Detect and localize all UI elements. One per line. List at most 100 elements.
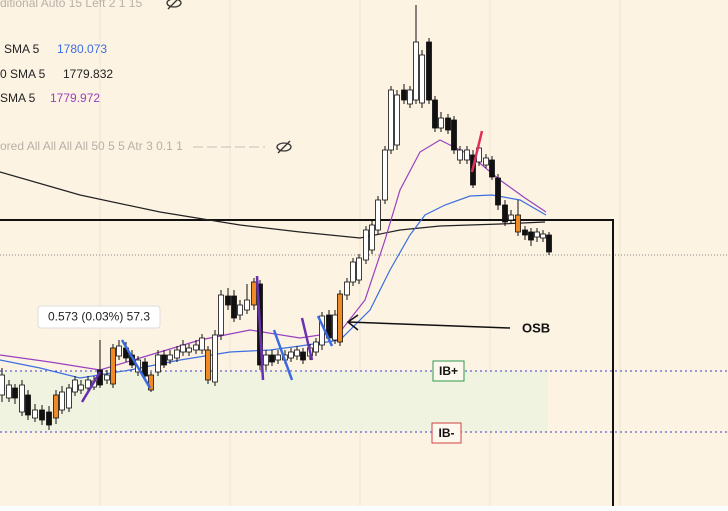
candle-body [522, 229, 528, 236]
candle-body [356, 257, 362, 281]
candle-body [6, 384, 12, 399]
candle-body [413, 41, 419, 101]
candle-body [375, 199, 381, 231]
ma-blue [0, 194, 547, 379]
candle-body [382, 149, 388, 201]
candle-body [12, 387, 18, 399]
candle-body [502, 204, 508, 223]
candle-body [174, 349, 180, 359]
candle-body [534, 231, 540, 238]
candle-body [218, 294, 224, 336]
candle-body [332, 314, 338, 341]
legend-value: 1779.972 [50, 91, 100, 105]
legend-value: 1780.073 [57, 42, 107, 56]
candle-body [212, 334, 218, 383]
candle-body [237, 304, 243, 316]
candle-body [46, 411, 52, 426]
candle-body [288, 351, 294, 359]
legend-label: SMA 5 [0, 91, 36, 105]
candle-body [483, 157, 489, 166]
candle-body [407, 89, 413, 105]
candle-body [363, 229, 369, 261]
candle-body [205, 349, 211, 381]
legend-label: SMA 5 [4, 42, 40, 56]
candle-body [0, 374, 5, 396]
candle-body [313, 341, 319, 353]
candle-body [251, 281, 257, 306]
swing-strokes [80, 130, 484, 403]
candle-body [508, 214, 514, 221]
candle-body [180, 344, 186, 353]
candle-body [85, 379, 91, 389]
candle-body [199, 337, 205, 351]
candle-body [337, 293, 343, 343]
candle-body [350, 261, 356, 283]
legend-value: 1779.832 [63, 67, 113, 81]
candle-body [148, 374, 154, 391]
candle-body [25, 394, 31, 416]
candle-body [294, 349, 300, 357]
candle-body [39, 409, 45, 421]
tooltip: 0.573 (0.03%) 57.3 [48, 310, 150, 324]
candle-body [116, 345, 122, 357]
candle-body [401, 89, 407, 101]
candle-body [53, 394, 59, 419]
candle-body [161, 354, 167, 366]
candle-body [451, 119, 457, 151]
hide-icon [166, 0, 182, 10]
candle-body [515, 214, 521, 233]
candle-body [225, 295, 231, 306]
candle-body [369, 224, 375, 251]
ib-minus-box [431, 422, 462, 444]
candle-body [546, 234, 552, 253]
candle-body [275, 354, 281, 361]
candle-body [142, 361, 148, 377]
osb-label: OSB [522, 320, 550, 335]
legend-line: ored All All All All 50 5 5 Atr 3 0.1 1 [0, 139, 183, 153]
candle-body [32, 409, 38, 419]
candle-body [110, 347, 116, 385]
candle-body [300, 351, 306, 361]
candle-body [394, 94, 400, 146]
candle-body [19, 384, 25, 413]
candle-body [186, 347, 192, 353]
candles [0, 5, 552, 430]
candle-body [269, 354, 275, 363]
candle-body [344, 281, 350, 296]
candle-body [432, 99, 438, 129]
candle-body [438, 117, 444, 129]
candle-body [388, 89, 394, 151]
candle-body [59, 391, 65, 411]
candle-body [419, 54, 425, 104]
ib-minus-label: IB- [439, 426, 455, 440]
candle-body [104, 374, 110, 381]
osb-arrowhead [346, 314, 359, 331]
candle-body [244, 299, 250, 311]
legend-label: 0 SMA 5 [0, 67, 46, 81]
candle-body [263, 354, 269, 366]
candle-body [528, 231, 534, 241]
candle-body [489, 159, 495, 178]
ma-black [0, 171, 546, 239]
tooltip-box [37, 305, 161, 329]
candle-body [426, 41, 432, 101]
candle-body [231, 295, 237, 319]
candle-body [66, 387, 72, 409]
legend-line: ditional Auto 15 Left 2 1 15 [0, 0, 142, 10]
candle-body [78, 384, 84, 391]
candle-body [155, 354, 161, 373]
candle-body [464, 149, 470, 161]
osb-arrow [347, 321, 511, 329]
ib-plus-label: IB+ [439, 364, 458, 378]
hide-icon [276, 140, 292, 154]
ib-plus-box [432, 360, 465, 382]
candle-body [445, 117, 451, 131]
candle-body [495, 177, 501, 206]
candle-body [72, 379, 78, 393]
range-box [0, 219, 614, 506]
candle-body [167, 354, 173, 361]
candle-body [457, 149, 463, 161]
candle-body [193, 344, 199, 351]
candle-body [540, 233, 546, 239]
